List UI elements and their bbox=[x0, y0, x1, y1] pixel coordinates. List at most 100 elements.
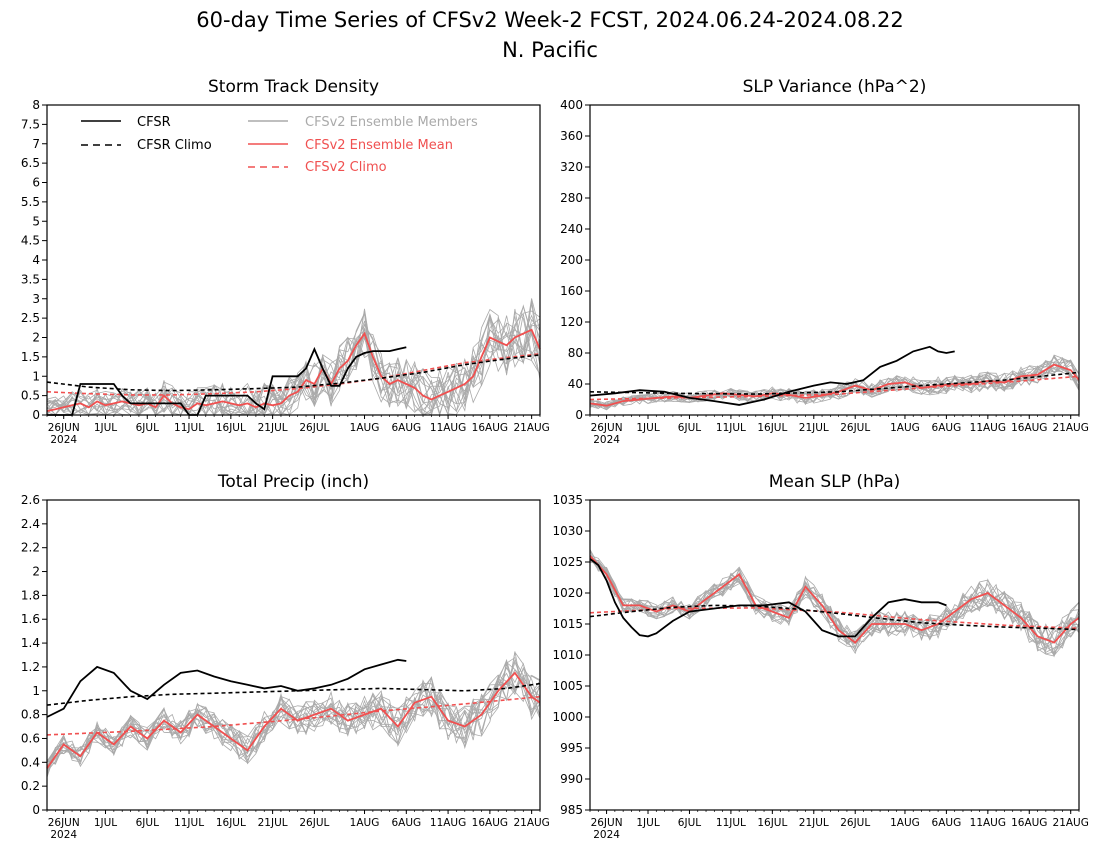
plot-frame bbox=[589, 499, 1080, 811]
x-tick-label: 16AUG bbox=[1011, 817, 1047, 829]
x-tick-label: 16JUL bbox=[757, 422, 787, 434]
x-tick-label: 1JUL bbox=[636, 422, 659, 434]
series-cfsv2-ensemble-mean bbox=[589, 555, 1080, 644]
ensemble-member-line bbox=[589, 558, 1080, 656]
x-tick-label: 26JUN bbox=[48, 422, 80, 434]
y-tick-label: 985 bbox=[560, 803, 583, 817]
y-tick-label: 240 bbox=[560, 222, 583, 236]
y-tick-label: 0.8 bbox=[21, 708, 40, 722]
panel-title: SLP Variance (hPa^2) bbox=[743, 77, 927, 97]
y-tick-label: 1 bbox=[32, 684, 40, 698]
y-tick-label: 80 bbox=[568, 346, 583, 360]
y-tick-label: 2 bbox=[32, 331, 40, 345]
x-year-label: 2024 bbox=[50, 434, 77, 446]
ensemble-members bbox=[46, 298, 541, 417]
x-tick-label: 11JUL bbox=[716, 817, 746, 829]
x-tick-label: 16AUG bbox=[472, 817, 508, 829]
y-tick-label: 1025 bbox=[552, 555, 583, 569]
y-tick-label: 280 bbox=[560, 191, 583, 205]
x-tick-label: 16JUL bbox=[216, 422, 246, 434]
ensemble-member-line bbox=[46, 300, 541, 417]
y-tick-label: 4.5 bbox=[21, 234, 40, 248]
x-tick-label: 6JUL bbox=[136, 817, 159, 829]
legend: CFSR CFSR Climo CFSv2 Ensemble Members C… bbox=[81, 115, 478, 175]
ensemble-member-line bbox=[46, 662, 541, 763]
x-tick-label: 21AUG bbox=[513, 817, 549, 829]
y-tick-label: 360 bbox=[560, 129, 583, 143]
x-tick-label: 21JUL bbox=[258, 422, 288, 434]
panel-title: Mean SLP (hPa) bbox=[769, 472, 901, 492]
ensemble-member-line bbox=[46, 674, 541, 764]
series-cfsv2-ensemble-mean bbox=[589, 363, 1080, 407]
plot-frame bbox=[46, 104, 541, 416]
x-tick-label: 26JUN bbox=[591, 422, 623, 434]
ensemble-member-line bbox=[589, 357, 1080, 411]
y-tick-label: 120 bbox=[560, 315, 583, 329]
ensemble-member-line bbox=[46, 308, 541, 417]
x-tick-label: 6JUL bbox=[678, 422, 701, 434]
x-tick-label: 26JUL bbox=[840, 422, 870, 434]
x-tick-label: 26JUN bbox=[48, 817, 80, 829]
x-tick-label: 11AUG bbox=[970, 817, 1006, 829]
ensemble-member-line bbox=[589, 555, 1080, 645]
y-tick-label: 6 bbox=[32, 176, 40, 190]
y-tick-label: 1.5 bbox=[21, 350, 40, 364]
figure-title: 60-day Time Series of CFSv2 Week-2 FCST,… bbox=[196, 8, 903, 32]
panel-title: Storm Track Density bbox=[208, 77, 379, 97]
x-tick-label: 1AUG bbox=[890, 422, 920, 434]
x-tick-label: 26JUL bbox=[299, 817, 329, 829]
y-tick-label: 4 bbox=[32, 253, 40, 267]
x-tick-label: 1AUG bbox=[350, 422, 380, 434]
legend-label-mean: CFSv2 Ensemble Mean bbox=[305, 138, 453, 153]
y-tick-label: 5.5 bbox=[21, 195, 40, 209]
x-tick-label: 21JUL bbox=[799, 817, 829, 829]
y-tick-label: 0 bbox=[32, 803, 40, 817]
y-tick-label: 2 bbox=[32, 565, 40, 579]
y-tick-label: 2.5 bbox=[21, 311, 40, 325]
y-tick-label: 1 bbox=[32, 369, 40, 383]
panel-slp-variance: SLP Variance (hPa^2) 0 40 80 120 160 200 240 280… bbox=[560, 77, 1089, 446]
y-tick-label: 320 bbox=[560, 160, 583, 174]
x-tick-label: 11JUL bbox=[174, 817, 204, 829]
y-tick-label: 0.4 bbox=[21, 755, 40, 769]
y-tick-label: 0.5 bbox=[21, 389, 40, 403]
y-tick-label: 3 bbox=[32, 292, 40, 306]
x-tick-label: 6JUL bbox=[678, 817, 701, 829]
series-cfsr bbox=[589, 558, 947, 638]
series-cfsr bbox=[46, 658, 407, 718]
x-tick-label: 21AUG bbox=[513, 422, 549, 434]
x-tick-label: 26JUL bbox=[840, 817, 870, 829]
x-tick-label: 16AUG bbox=[472, 422, 508, 434]
y-tick-label: 160 bbox=[560, 284, 583, 298]
x-tick-label: 1JUL bbox=[94, 817, 117, 829]
ensemble-member-line bbox=[46, 318, 541, 416]
series-cfsr-climo bbox=[589, 371, 1080, 395]
plot-frame bbox=[589, 104, 1080, 416]
y-tick-label: 1030 bbox=[552, 524, 583, 538]
y-tick-label: 995 bbox=[560, 741, 583, 755]
x-tick-label: 16JUL bbox=[757, 817, 787, 829]
legend-label-cfsr-climo: CFSR Climo bbox=[137, 138, 212, 153]
x-tick-label: 16AUG bbox=[1011, 422, 1047, 434]
series-cfsr bbox=[589, 345, 955, 406]
x-year-label: 2024 bbox=[593, 829, 620, 841]
legend-label-cfsr: CFSR bbox=[137, 115, 171, 130]
x-tick-label: 16JUL bbox=[216, 817, 246, 829]
plot-frame bbox=[46, 499, 541, 811]
y-tick-label: 0 bbox=[32, 408, 40, 422]
y-tick-label: 5 bbox=[32, 214, 40, 228]
ensemble-member-line bbox=[46, 656, 541, 765]
y-tick-label: 6.5 bbox=[21, 156, 40, 170]
x-tick-label: 21AUG bbox=[1053, 422, 1089, 434]
y-tick-label: 40 bbox=[568, 377, 583, 391]
series-cfsr-climo bbox=[46, 682, 541, 706]
x-tick-label: 26JUL bbox=[299, 422, 329, 434]
y-tick-label: 8 bbox=[32, 98, 40, 112]
x-tick-label: 1JUL bbox=[94, 422, 117, 434]
legend-label-cfsv2-climo: CFSv2 Climo bbox=[305, 160, 387, 175]
ensemble-members bbox=[589, 549, 1080, 658]
x-tick-label: 21JUL bbox=[799, 422, 829, 434]
panel-storm-track-density: Storm Track Density 0 0.5 1 1.5 2 2.5 3 3.5 4 4.5 5… bbox=[21, 77, 550, 446]
y-tick-label: 1.6 bbox=[21, 612, 40, 626]
